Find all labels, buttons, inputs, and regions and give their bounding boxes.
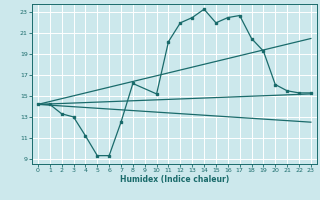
X-axis label: Humidex (Indice chaleur): Humidex (Indice chaleur) xyxy=(120,175,229,184)
